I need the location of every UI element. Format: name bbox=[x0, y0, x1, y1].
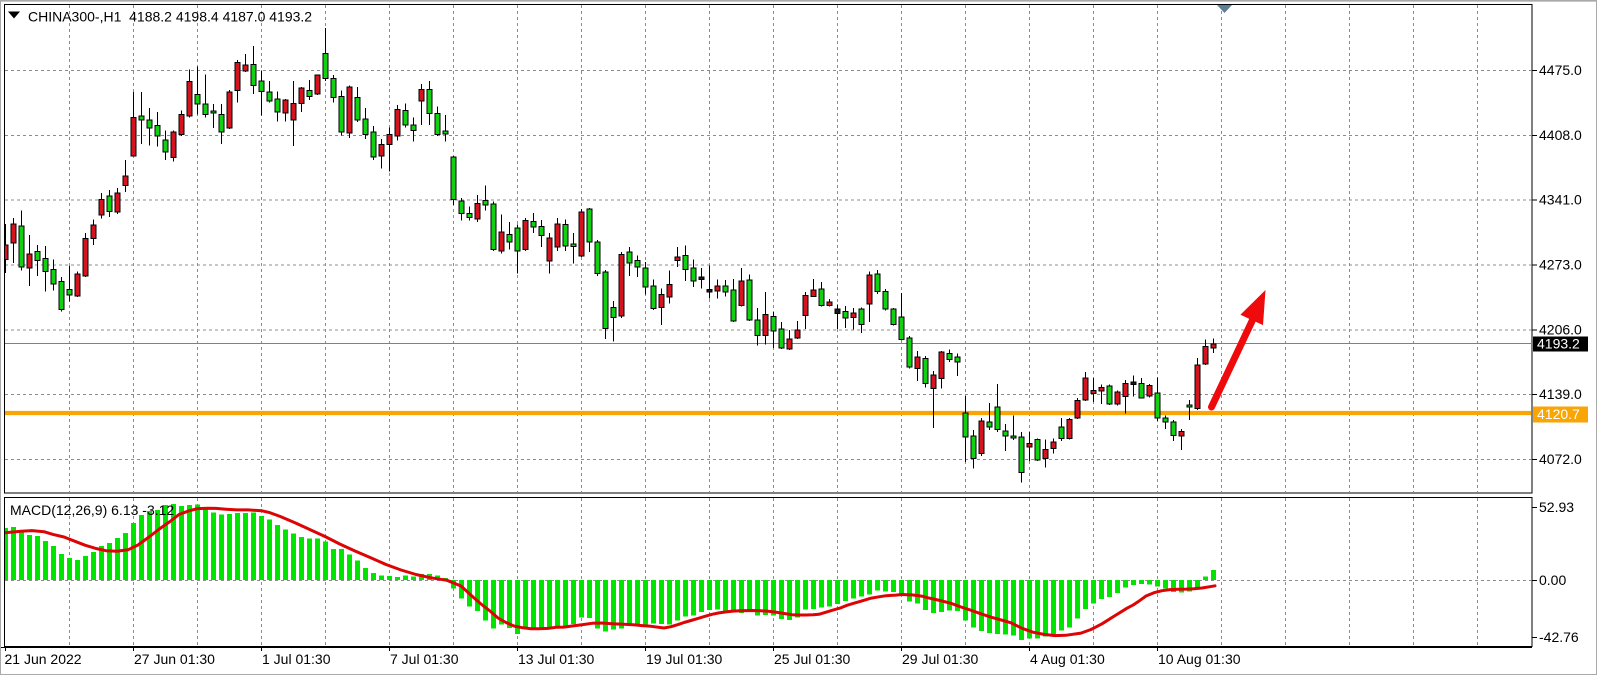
svg-text:4072.0: 4072.0 bbox=[1539, 451, 1582, 467]
svg-text:7 Jul 01:30: 7 Jul 01:30 bbox=[390, 651, 459, 667]
svg-text:21 Jun 2022: 21 Jun 2022 bbox=[5, 651, 82, 667]
svg-text:4120.7: 4120.7 bbox=[1537, 406, 1580, 422]
svg-text:27 Jun 01:30: 27 Jun 01:30 bbox=[134, 651, 215, 667]
svg-text:4139.0: 4139.0 bbox=[1539, 386, 1582, 402]
svg-text:10 Aug 01:30: 10 Aug 01:30 bbox=[1158, 651, 1241, 667]
svg-text:25 Jul 01:30: 25 Jul 01:30 bbox=[774, 651, 850, 667]
svg-text:4 Aug 01:30: 4 Aug 01:30 bbox=[1030, 651, 1105, 667]
svg-text:4206.0: 4206.0 bbox=[1539, 321, 1582, 337]
svg-text:52.93: 52.93 bbox=[1539, 499, 1574, 515]
svg-text:29 Jul 01:30: 29 Jul 01:30 bbox=[902, 651, 978, 667]
svg-text:MACD(12,26,9) 6.13 -3.12: MACD(12,26,9) 6.13 -3.12 bbox=[10, 502, 174, 518]
svg-text:0.00: 0.00 bbox=[1539, 572, 1566, 588]
svg-text:4475.0: 4475.0 bbox=[1539, 62, 1582, 78]
svg-text:-42.76: -42.76 bbox=[1539, 629, 1579, 645]
svg-text:4408.0: 4408.0 bbox=[1539, 127, 1582, 143]
svg-text:19 Jul 01:30: 19 Jul 01:30 bbox=[646, 651, 722, 667]
svg-text:13 Jul 01:30: 13 Jul 01:30 bbox=[518, 651, 594, 667]
svg-text:4273.0: 4273.0 bbox=[1539, 257, 1582, 273]
svg-text:1 Jul 01:30: 1 Jul 01:30 bbox=[262, 651, 331, 667]
svg-text:4193.2: 4193.2 bbox=[1537, 336, 1580, 352]
svg-text:CHINA300-,H1 4188.2 4198.4 41: CHINA300-,H1 4188.2 4198.4 4187.0 4193.2 bbox=[28, 9, 312, 25]
svg-text:4341.0: 4341.0 bbox=[1539, 192, 1582, 208]
